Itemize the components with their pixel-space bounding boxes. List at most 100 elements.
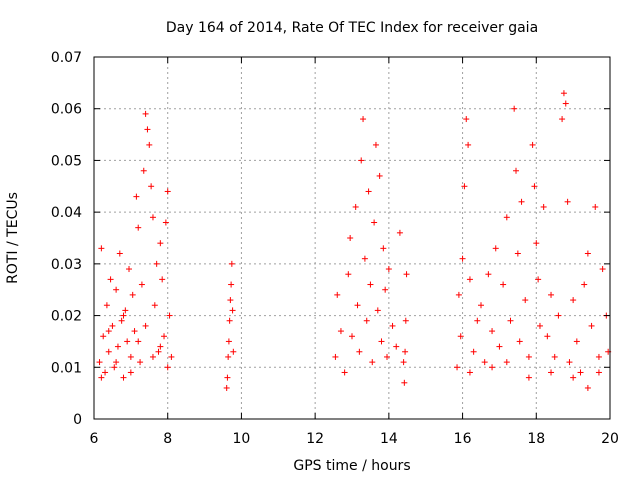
data-point — [365, 188, 372, 195]
data-point — [595, 353, 602, 360]
data-point — [465, 141, 472, 148]
data-point — [400, 359, 407, 366]
data-point — [118, 317, 125, 324]
x-tick-label: 6 — [90, 431, 99, 447]
data-point — [138, 281, 145, 288]
data-point — [376, 172, 383, 179]
data-point — [588, 322, 595, 329]
data-point — [361, 255, 368, 262]
data-point — [164, 188, 171, 195]
data-point — [155, 348, 162, 355]
data-point — [98, 374, 105, 381]
y-tick-label: 0.01 — [51, 360, 82, 376]
data-point — [127, 369, 134, 376]
data-point — [341, 369, 348, 376]
data-point — [525, 353, 532, 360]
data-point — [224, 374, 231, 381]
data-point — [122, 307, 129, 314]
data-point — [347, 235, 354, 241]
data-point — [536, 322, 543, 329]
data-point — [161, 333, 168, 340]
data-point — [153, 260, 160, 267]
data-point — [560, 90, 567, 97]
data-point — [564, 198, 571, 205]
data-point — [485, 271, 492, 278]
data-point — [229, 307, 236, 314]
data-point — [507, 317, 514, 324]
data-point — [584, 250, 591, 257]
data-point — [478, 302, 484, 309]
data-point — [337, 328, 344, 335]
data-point — [349, 333, 355, 340]
data-point — [503, 214, 510, 221]
data-point — [548, 291, 555, 298]
data-point — [131, 328, 138, 335]
data-point — [385, 266, 392, 273]
data-point — [358, 157, 365, 164]
data-point — [372, 141, 379, 148]
data-point — [100, 333, 107, 340]
data-point — [105, 348, 112, 355]
data-point — [371, 219, 378, 226]
data-point — [470, 348, 477, 355]
data-point — [489, 328, 496, 335]
data-point — [228, 281, 235, 288]
data-point — [226, 317, 233, 324]
data-point — [345, 271, 352, 278]
data-point — [228, 260, 235, 267]
data-point — [137, 359, 144, 366]
data-point — [98, 245, 105, 252]
data-point — [599, 266, 606, 273]
data-point — [474, 317, 481, 324]
data-point — [555, 312, 562, 319]
y-tick-label: 0.04 — [51, 205, 82, 221]
data-point — [402, 317, 409, 324]
axes: 6 8 10 12 14 16 18 20 0 0.01 0.02 0.03 0.04 0.05 0.06 0… — [51, 50, 619, 447]
data-points — [96, 90, 612, 391]
data-point — [369, 359, 376, 366]
data-point — [334, 291, 341, 298]
data-point — [124, 338, 131, 345]
data-point — [120, 312, 127, 319]
data-point — [489, 364, 496, 371]
data-point — [566, 359, 573, 366]
data-point — [384, 353, 391, 360]
plot-frame — [93, 56, 611, 420]
data-point — [374, 307, 381, 314]
data-point — [518, 198, 525, 205]
x-tick-label: 18 — [527, 431, 545, 447]
data-point — [151, 302, 158, 309]
data-point — [225, 353, 232, 360]
data-point — [525, 374, 532, 381]
data-point — [225, 338, 232, 345]
data-point — [496, 343, 503, 350]
data-point — [120, 374, 127, 381]
data-point — [577, 369, 584, 376]
x-tick-label: 10 — [233, 431, 251, 447]
data-point — [227, 297, 234, 304]
data-point — [360, 116, 367, 123]
data-point — [363, 317, 370, 324]
data-point — [126, 266, 133, 273]
data-point — [142, 322, 149, 329]
data-point — [500, 281, 507, 288]
data-point — [393, 343, 400, 350]
data-point — [544, 333, 551, 340]
data-point — [592, 203, 599, 210]
data-point — [481, 359, 488, 366]
data-point — [159, 276, 166, 283]
data-point — [540, 203, 547, 210]
data-point — [135, 224, 142, 231]
y-tick-label: 0.07 — [51, 50, 82, 66]
data-point — [103, 302, 110, 309]
data-point — [522, 297, 529, 304]
data-point — [109, 322, 116, 329]
data-point — [511, 105, 518, 112]
data-point — [149, 214, 156, 221]
data-point — [168, 353, 175, 360]
data-point — [535, 276, 542, 283]
data-point — [516, 338, 523, 345]
x-tick-label: 12 — [306, 431, 324, 447]
data-point — [402, 348, 409, 355]
data-point — [466, 369, 473, 376]
